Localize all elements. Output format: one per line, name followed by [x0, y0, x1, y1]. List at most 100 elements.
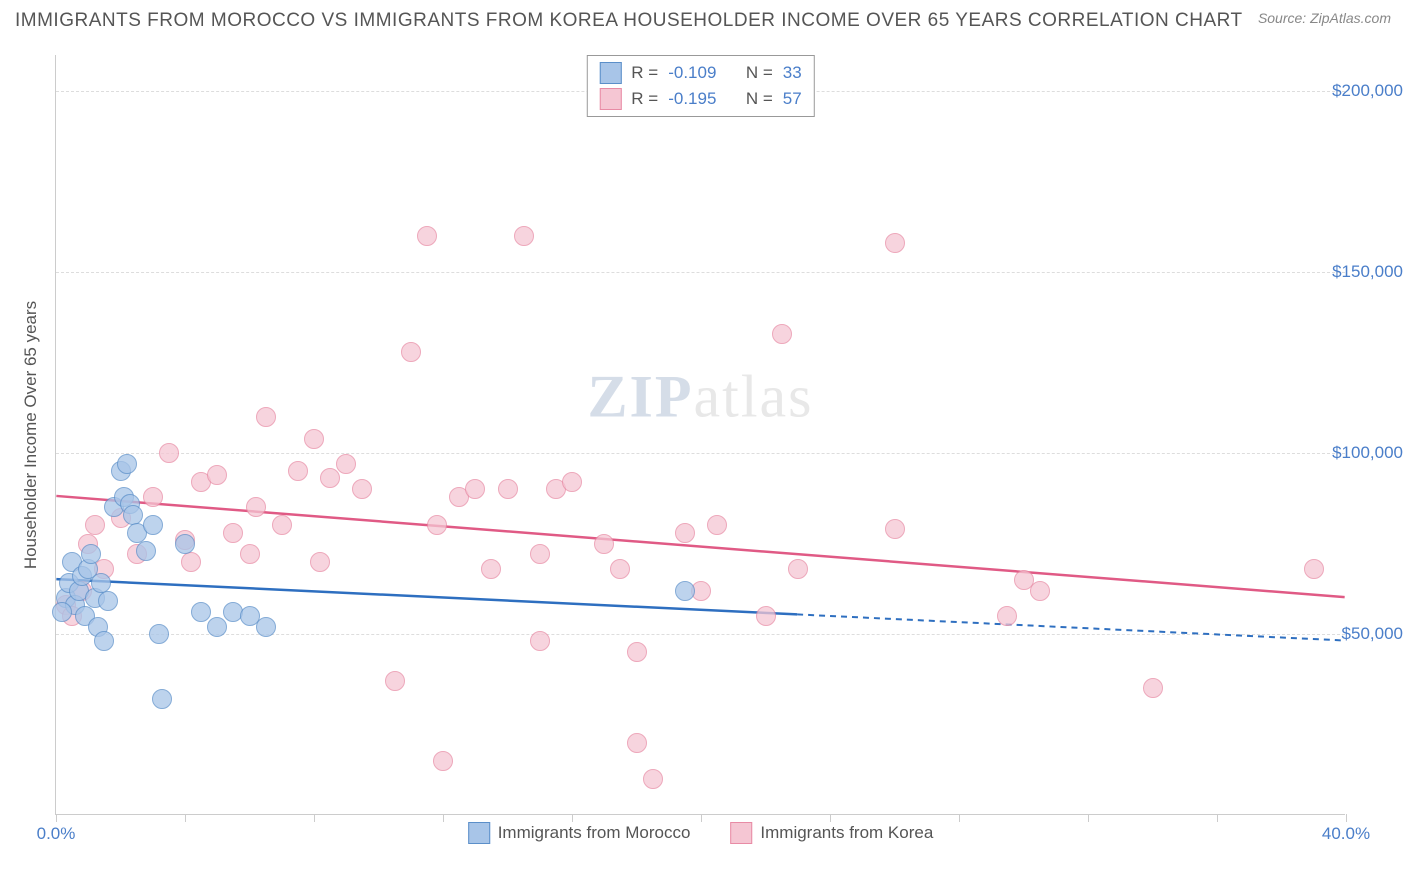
source-attribution: Source: ZipAtlas.com [1258, 10, 1391, 26]
r-label: R = [631, 89, 658, 109]
morocco-point [98, 591, 118, 611]
morocco-point [175, 534, 195, 554]
korea-point [256, 407, 276, 427]
korea-point [288, 461, 308, 481]
morocco-point [91, 573, 111, 593]
n-label: N = [746, 89, 773, 109]
korea-point [465, 479, 485, 499]
morocco-point [81, 544, 101, 564]
swatch-morocco [468, 822, 490, 844]
korea-point [427, 515, 447, 535]
x-tick-label: 40.0% [1322, 824, 1370, 844]
swatch-korea [730, 822, 752, 844]
x-tick-label: 0.0% [37, 824, 76, 844]
korea-point [240, 544, 260, 564]
morocco-point [143, 515, 163, 535]
korea-point [1030, 581, 1050, 601]
x-tick [1088, 814, 1089, 822]
x-tick [1217, 814, 1218, 822]
x-tick [443, 814, 444, 822]
n-label: N = [746, 63, 773, 83]
korea-point [707, 515, 727, 535]
korea-point [401, 342, 421, 362]
x-tick [701, 814, 702, 822]
legend-row-morocco: R = -0.109 N = 33 [599, 60, 801, 86]
x-tick [959, 814, 960, 822]
r-value-morocco: -0.109 [668, 63, 716, 83]
korea-point [385, 671, 405, 691]
grid-line [56, 634, 1345, 635]
r-value-korea: -0.195 [668, 89, 716, 109]
y-tick-label: $200,000 [1293, 81, 1403, 101]
morocco-point [256, 617, 276, 637]
n-value-korea: 57 [783, 89, 802, 109]
korea-point [304, 429, 324, 449]
morocco-point [52, 602, 72, 622]
korea-point [181, 552, 201, 572]
korea-point [885, 519, 905, 539]
y-axis-label: Householder Income Over 65 years [21, 300, 41, 568]
legend-label-korea: Immigrants from Korea [760, 823, 933, 843]
x-tick [314, 814, 315, 822]
legend-label-morocco: Immigrants from Morocco [498, 823, 691, 843]
korea-point [417, 226, 437, 246]
korea-point [997, 606, 1017, 626]
y-tick-label: $150,000 [1293, 262, 1403, 282]
legend-item-morocco: Immigrants from Morocco [468, 822, 691, 844]
x-tick [185, 814, 186, 822]
plot-area: ZIPatlas Householder Income Over 65 year… [55, 55, 1345, 815]
grid-line [56, 272, 1345, 273]
korea-point [756, 606, 776, 626]
korea-point [562, 472, 582, 492]
legend-series: Immigrants from Morocco Immigrants from … [468, 822, 934, 844]
korea-point [610, 559, 630, 579]
korea-point [1304, 559, 1324, 579]
morocco-point [94, 631, 114, 651]
morocco-point [207, 617, 227, 637]
legend-item-korea: Immigrants from Korea [730, 822, 933, 844]
korea-point [530, 631, 550, 651]
korea-point [530, 544, 550, 564]
korea-point [352, 479, 372, 499]
korea-point [627, 733, 647, 753]
y-tick-label: $50,000 [1293, 624, 1403, 644]
korea-point [159, 443, 179, 463]
korea-point [594, 534, 614, 554]
x-tick [572, 814, 573, 822]
r-label: R = [631, 63, 658, 83]
source-value: ZipAtlas.com [1310, 10, 1391, 26]
korea-point [885, 233, 905, 253]
morocco-point [675, 581, 695, 601]
korea-point [336, 454, 356, 474]
korea-point [320, 468, 340, 488]
korea-point [1143, 678, 1163, 698]
watermark-rest: atlas [694, 363, 814, 429]
regression-lines [56, 55, 1345, 814]
morocco-point [191, 602, 211, 622]
x-tick [1346, 814, 1347, 822]
korea-point [207, 465, 227, 485]
korea-point [143, 487, 163, 507]
korea-point [310, 552, 330, 572]
korea-point [85, 515, 105, 535]
korea-point [675, 523, 695, 543]
morocco-point [149, 624, 169, 644]
swatch-morocco [599, 62, 621, 84]
watermark-bold: ZIP [588, 363, 694, 429]
morocco-point [152, 689, 172, 709]
n-value-morocco: 33 [783, 63, 802, 83]
korea-point [246, 497, 266, 517]
korea-point [498, 479, 518, 499]
x-tick [830, 814, 831, 822]
grid-line [56, 453, 1345, 454]
korea-point [627, 642, 647, 662]
legend-correlation: R = -0.109 N = 33 R = -0.195 N = 57 [586, 55, 814, 117]
swatch-korea [599, 88, 621, 110]
korea-point [481, 559, 501, 579]
korea-point [272, 515, 292, 535]
source-label: Source: [1258, 10, 1310, 26]
korea-point [514, 226, 534, 246]
korea-point [223, 523, 243, 543]
x-tick [56, 814, 57, 822]
morocco-point [123, 505, 143, 525]
